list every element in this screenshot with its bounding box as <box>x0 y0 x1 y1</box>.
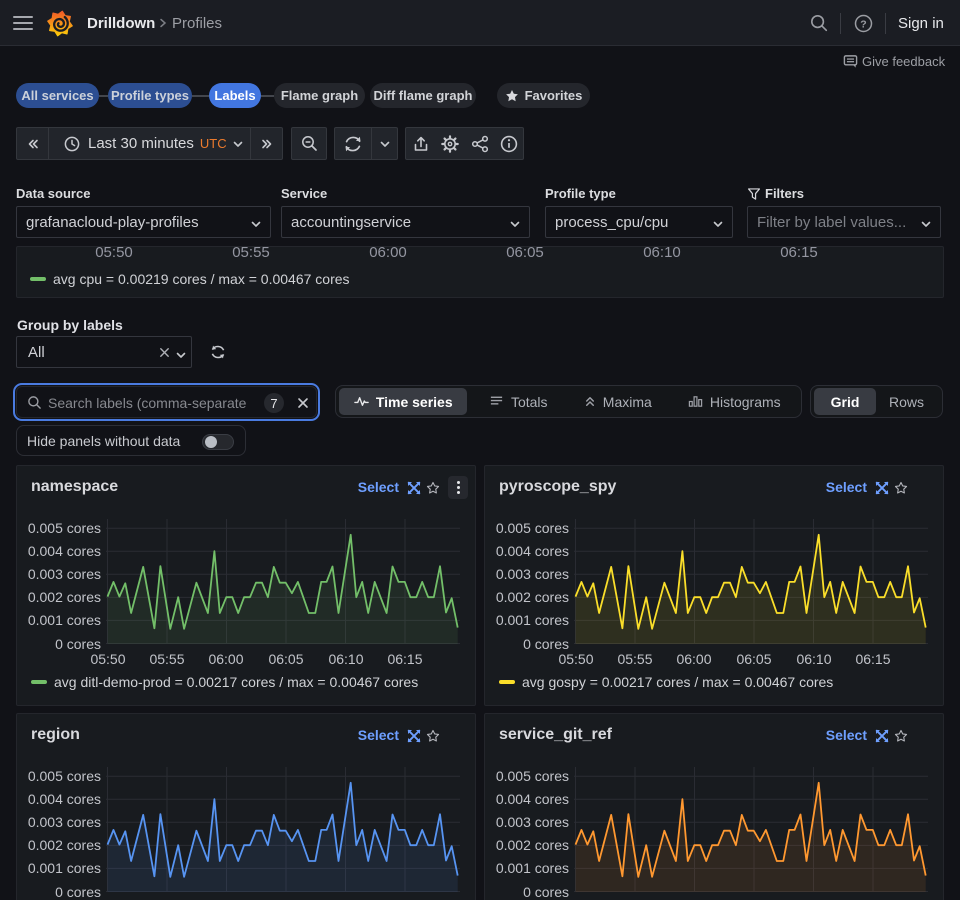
svg-text:?: ? <box>860 18 866 30</box>
